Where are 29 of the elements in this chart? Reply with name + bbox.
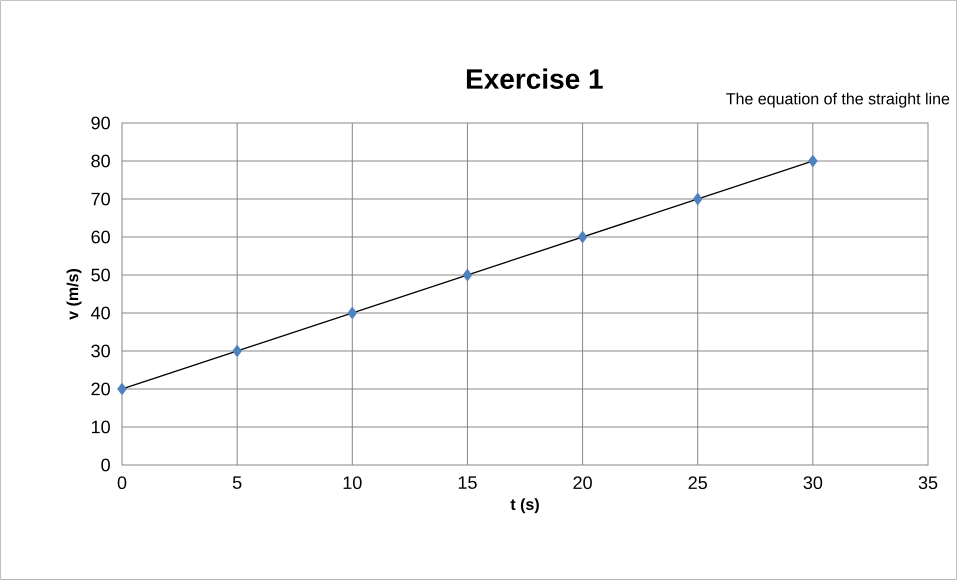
point (808, 154, 818, 168)
x-tick-label: 10 (344, 476, 362, 490)
x-tick-label: 35 (918, 476, 938, 490)
point (348, 306, 358, 320)
x-axis-title: t (s) (510, 498, 539, 514)
x-tick-label: 20 (573, 476, 592, 490)
y-tick-label: 70 (92, 192, 110, 206)
x-tick-label: 15 (458, 476, 477, 489)
point (117, 382, 127, 396)
point (692, 192, 702, 206)
y-tick-label: 50 (91, 268, 110, 282)
y-tick-label: 40 (91, 306, 110, 320)
x-tick-label: 25 (688, 476, 707, 490)
y-tick-label: 90 (91, 116, 110, 130)
point (232, 344, 242, 358)
y-tick-label: 80 (91, 154, 110, 168)
x-tick-label: 30 (804, 476, 822, 490)
chart-title: Exercise 1 (466, 68, 603, 89)
y-axis-title: v (m/s) (66, 269, 82, 320)
x-tick-label: 0 (118, 476, 126, 490)
text: The equation of the straight line (726, 92, 950, 108)
x-tick-label: 5 (232, 476, 242, 489)
point (462, 268, 472, 282)
y-tick-label: 10 (92, 420, 110, 434)
point (578, 230, 588, 244)
y-tick-label: 60 (92, 230, 110, 244)
y-tick-label: 0 (101, 458, 110, 472)
y-tick-label: 30 (91, 344, 110, 358)
y-tick-label: 20 (92, 382, 110, 396)
